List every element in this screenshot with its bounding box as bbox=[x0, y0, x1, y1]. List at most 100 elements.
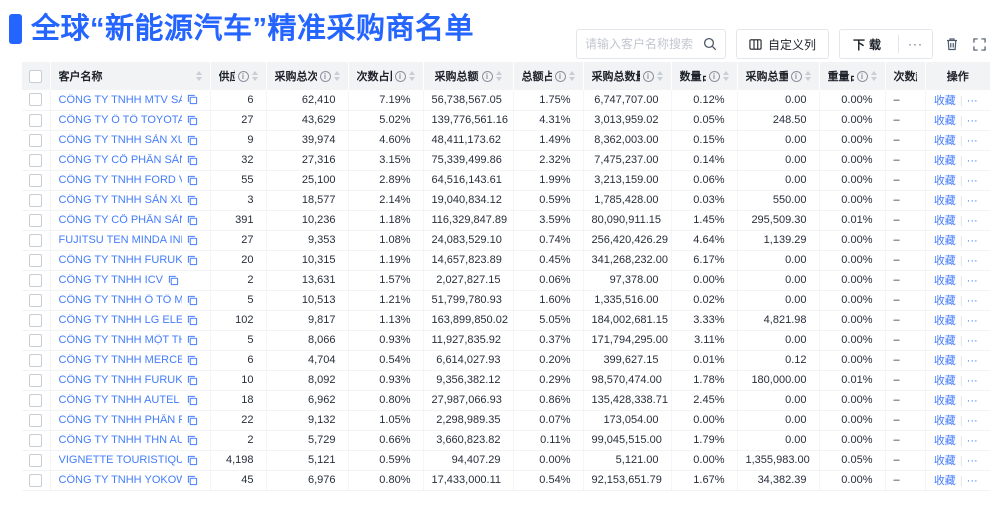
row-more-button[interactable]: ··· bbox=[966, 475, 978, 487]
sort-icon[interactable] bbox=[408, 71, 415, 81]
favorite-button[interactable]: 收藏 bbox=[933, 315, 956, 327]
customer-name-link[interactable]: CÔNG TY TNHH PHÂN PHỐI T... bbox=[58, 414, 182, 426]
customer-name-link[interactable]: CÔNG TY TNHH YOKOWO VIỆT... bbox=[58, 474, 182, 486]
favorite-button[interactable]: 收藏 bbox=[933, 375, 956, 387]
row-checkbox[interactable] bbox=[29, 313, 43, 327]
customer-name-link[interactable]: CÔNG TY TNHH MỘT THÀNH V... bbox=[58, 334, 182, 346]
copy-icon[interactable] bbox=[187, 215, 198, 226]
sort-icon[interactable] bbox=[870, 71, 877, 81]
favorite-button[interactable]: 收藏 bbox=[933, 295, 956, 307]
customer-name-link[interactable]: CÔNG TY TNHH SẢN XUẤT VÀ ... bbox=[58, 134, 182, 146]
favorite-button[interactable]: 收藏 bbox=[933, 235, 956, 247]
copy-icon[interactable] bbox=[187, 415, 198, 426]
row-checkbox[interactable] bbox=[29, 93, 43, 107]
row-checkbox[interactable] bbox=[29, 273, 43, 287]
column-header-count_pct[interactable]: 次数占比i bbox=[348, 62, 424, 90]
customer-name-link[interactable]: CÔNG TY Ô TÔ TOYOTA VIỆT ... bbox=[58, 114, 182, 126]
row-more-button[interactable]: ··· bbox=[966, 375, 978, 387]
row-checkbox[interactable] bbox=[29, 333, 43, 347]
copy-icon[interactable] bbox=[187, 115, 198, 126]
customer-name-link[interactable]: CÔNG TY TNHH THN AUTOPAR... bbox=[58, 434, 182, 446]
customer-name-link[interactable]: CÔNG TY TNHH LG ELECTRON... bbox=[58, 314, 182, 326]
row-checkbox[interactable] bbox=[29, 253, 43, 267]
column-header-name[interactable]: 客户名称 bbox=[50, 62, 211, 90]
favorite-button[interactable]: 收藏 bbox=[933, 455, 956, 467]
info-icon[interactable]: i bbox=[790, 70, 802, 82]
row-checkbox[interactable] bbox=[29, 453, 43, 467]
copy-icon[interactable] bbox=[187, 335, 198, 346]
favorite-button[interactable]: 收藏 bbox=[933, 255, 956, 267]
row-more-button[interactable]: ··· bbox=[966, 195, 978, 207]
favorite-button[interactable]: 收藏 bbox=[933, 475, 956, 487]
customer-name-link[interactable]: CÔNG TY TNHH ICV bbox=[58, 274, 164, 286]
favorite-button[interactable]: 收藏 bbox=[933, 435, 956, 447]
customer-name-link[interactable]: CÔNG TY TNHH FURUKAWA A... bbox=[58, 374, 182, 386]
column-header-amount_pct[interactable]: 总额占比i bbox=[513, 62, 584, 90]
info-icon[interactable]: i bbox=[237, 70, 249, 82]
favorite-button[interactable]: 收藏 bbox=[933, 175, 956, 187]
copy-icon[interactable] bbox=[187, 315, 198, 326]
row-checkbox[interactable] bbox=[29, 373, 43, 387]
row-checkbox[interactable] bbox=[29, 233, 43, 247]
row-checkbox[interactable] bbox=[29, 293, 43, 307]
row-checkbox[interactable] bbox=[29, 133, 43, 147]
favorite-button[interactable]: 收藏 bbox=[933, 275, 956, 287]
search-icon[interactable] bbox=[703, 37, 717, 51]
row-more-button[interactable]: ··· bbox=[966, 275, 978, 287]
customer-name-link[interactable]: CÔNG TY TNHH FURUKAWA A... bbox=[58, 254, 182, 266]
sort-icon[interactable] bbox=[333, 71, 340, 81]
row-checkbox[interactable] bbox=[29, 173, 43, 187]
customer-name-link[interactable]: CÔNG TY TNHH SẢN XUẤT VÀ ... bbox=[58, 194, 182, 206]
row-more-button[interactable]: ··· bbox=[966, 155, 978, 167]
copy-icon[interactable] bbox=[187, 455, 198, 466]
info-icon[interactable]: i bbox=[394, 70, 406, 82]
row-more-button[interactable]: ··· bbox=[966, 94, 978, 107]
row-checkbox[interactable] bbox=[29, 413, 43, 427]
info-icon[interactable]: i bbox=[481, 70, 493, 82]
row-checkbox[interactable] bbox=[29, 113, 43, 127]
search-input[interactable] bbox=[584, 37, 697, 51]
copy-icon[interactable] bbox=[187, 375, 198, 386]
customer-name-link[interactable]: VIGNETTE TOURISTIQUE G UNI... bbox=[58, 454, 182, 466]
row-more-button[interactable]: ··· bbox=[966, 215, 978, 227]
favorite-button[interactable]: 收藏 bbox=[933, 94, 956, 107]
column-header-amount[interactable]: 采购总额 i bbox=[423, 62, 514, 90]
row-checkbox[interactable] bbox=[29, 153, 43, 167]
row-checkbox[interactable] bbox=[29, 393, 43, 407]
column-header-quantity_pct[interactable]: 数量占比i bbox=[671, 62, 738, 90]
copy-icon[interactable] bbox=[187, 155, 198, 166]
row-more-button[interactable]: ··· bbox=[966, 335, 978, 347]
favorite-button[interactable]: 收藏 bbox=[933, 395, 956, 407]
info-icon[interactable]: i bbox=[319, 70, 331, 82]
customer-name-link[interactable]: CÔNG TY TNHH MTV SẢN XUẤ... bbox=[58, 93, 182, 106]
favorite-button[interactable]: 收藏 bbox=[933, 135, 956, 147]
copy-icon[interactable] bbox=[187, 435, 198, 446]
copy-icon[interactable] bbox=[187, 395, 198, 406]
row-more-button[interactable]: ··· bbox=[966, 135, 978, 147]
customer-name-link[interactable]: CÔNG TY TNHH FORD VIỆT NAM bbox=[58, 174, 182, 186]
copy-icon[interactable] bbox=[187, 475, 198, 486]
favorite-button[interactable]: 收藏 bbox=[933, 215, 956, 227]
row-more-button[interactable]: ··· bbox=[966, 315, 978, 327]
favorite-button[interactable]: 收藏 bbox=[933, 115, 956, 127]
customer-name-link[interactable]: CÔNG TY TNHH Ô TÔ MITSUBI... bbox=[58, 294, 182, 306]
sort-icon[interactable] bbox=[722, 71, 729, 81]
row-more-button[interactable]: ··· bbox=[966, 395, 978, 407]
toolbar-more-button[interactable]: ··· bbox=[899, 30, 932, 58]
column-header-weight_pct[interactable]: 重量占比i bbox=[819, 62, 886, 90]
row-more-button[interactable]: ··· bbox=[966, 295, 978, 307]
customer-name-link[interactable]: CÔNG TY CỔ PHẦN SẢN XUẤT... bbox=[58, 214, 182, 226]
row-checkbox[interactable] bbox=[29, 193, 43, 207]
sort-icon[interactable] bbox=[656, 71, 663, 81]
row-more-button[interactable]: ··· bbox=[966, 415, 978, 427]
row-checkbox[interactable] bbox=[29, 213, 43, 227]
column-header-purchase_count[interactable]: 采购总次数i bbox=[266, 62, 349, 90]
info-icon[interactable]: i bbox=[554, 70, 566, 82]
row-more-button[interactable]: ··· bbox=[966, 175, 978, 187]
copy-icon[interactable] bbox=[187, 195, 198, 206]
row-more-button[interactable]: ··· bbox=[966, 355, 978, 367]
favorite-button[interactable]: 收藏 bbox=[933, 155, 956, 167]
copy-icon[interactable] bbox=[168, 275, 179, 286]
copy-icon[interactable] bbox=[187, 355, 198, 366]
download-button[interactable]: 下载 bbox=[839, 30, 898, 58]
